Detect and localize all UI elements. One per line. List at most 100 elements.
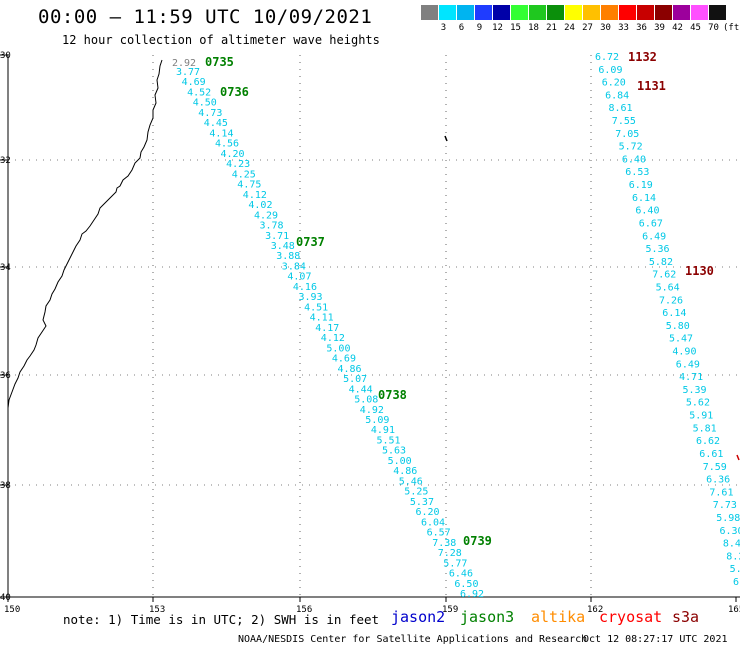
swh-value: 7.55: [612, 116, 636, 127]
swh-value: 4.52: [187, 88, 211, 99]
pass-time-label: 1131: [637, 79, 666, 93]
swh-value: 4.14: [209, 128, 233, 139]
swh-value: 3.84: [282, 262, 306, 273]
swh-value: 5.98: [716, 513, 740, 524]
swh-value: 6.92: [460, 589, 484, 600]
colorbar-swatch: [619, 5, 636, 20]
swh-value: 6.61: [699, 449, 723, 460]
swh-value: 6: [733, 577, 739, 588]
colorbar-swatch: [511, 5, 528, 20]
swh-value: 4.51: [304, 302, 328, 313]
lat-tick-label: 38: [0, 481, 11, 491]
swh-value: 5.63: [382, 446, 406, 457]
pass-time-label: 0736: [220, 85, 249, 99]
swh-value: 5.07: [343, 374, 367, 385]
pass-time-label: 0735: [205, 55, 234, 69]
colorbar-swatch: [709, 5, 726, 20]
swh-value: 4.20: [221, 149, 245, 160]
colorbar-label: 39: [654, 23, 665, 33]
swh-value: 6.04: [421, 517, 445, 528]
swh-value: 6.30: [720, 526, 740, 537]
legend-cryosat: cryosat: [599, 608, 663, 626]
swh-value: 5.00: [326, 343, 350, 354]
lat-tick-label: 40: [0, 593, 11, 603]
legend-jason2: jason2: [391, 608, 446, 626]
footer-credit: NOAA/NESDIS Center for Satellite Applica…: [238, 634, 588, 645]
colorbar-label: 9: [476, 23, 483, 33]
small-markers: [444, 135, 740, 461]
swh-value: 4.86: [338, 364, 362, 375]
swh-value: 4.25: [232, 169, 256, 180]
pass-time-labels: 0735 0736 0737 0738 0739 1132 1131 1130: [205, 50, 714, 548]
map-frame: [7, 55, 740, 598]
colorbar-label: (ft): [723, 23, 740, 33]
lon-tick-label: 150: [4, 605, 20, 615]
lat-tick-label: 36: [0, 371, 11, 381]
lat-lon-grid: [8, 55, 740, 597]
swh-value: 4.71: [679, 372, 703, 383]
swh-value: 4.44: [349, 384, 373, 395]
swh-value: 3.93: [299, 292, 323, 303]
lon-tick-label: 165: [728, 605, 740, 615]
swh-value: 4.12: [243, 190, 267, 201]
swh-value: 5.77: [443, 558, 467, 569]
colorbar-swatch: [439, 5, 456, 20]
swh-value: 6.46: [449, 569, 473, 580]
swh-value: 6.50: [454, 579, 478, 590]
colorbar-label: 15: [510, 23, 521, 33]
pass-time-label: 0738: [378, 388, 407, 402]
swh-value: 7.28: [438, 548, 462, 559]
swh-value: 6.49: [642, 231, 666, 242]
swh-value: 5.7: [730, 564, 740, 575]
swh-value: 3.48: [271, 241, 295, 252]
swh-value: 6.20: [602, 78, 626, 89]
swh-value: 5.81: [693, 423, 717, 434]
colorbar-label: 70: [708, 23, 719, 33]
swh-value: 4.90: [672, 347, 696, 358]
colorbar-label: 18: [528, 23, 539, 33]
colorbar-swatch: [691, 5, 708, 20]
swh-value: 4.12: [321, 333, 345, 344]
swh-value: 8.61: [609, 103, 633, 114]
swh-value: 4.11: [310, 313, 334, 324]
swh-value: 5.62: [686, 398, 710, 409]
swh-value: 6.84: [605, 90, 629, 101]
jason3-track-labels: 2.923.774.694.524.504.734.454.144.564.20…: [172, 58, 484, 600]
swh-value: 4.69: [182, 77, 206, 88]
colorbar-swatch: [565, 5, 582, 20]
lat-tick-label: 32: [0, 156, 11, 166]
footer-timestamp: Oct 12 08:27:17 UTC 2021: [583, 634, 728, 645]
swh-value: 5.08: [354, 395, 378, 406]
colorbar-label: 6: [458, 23, 465, 33]
lon-tick-label: 153: [149, 605, 165, 615]
colorbar-label: 36: [636, 23, 647, 33]
pass-time-label: 0737: [296, 235, 325, 249]
swh-value: 4.56: [215, 139, 239, 150]
colorbar-label: 42: [672, 23, 683, 33]
swh-value: 2.92: [172, 58, 196, 69]
swh-value: 6.62: [696, 436, 720, 447]
swh-value: 6.40: [622, 154, 646, 165]
colorbar-label: 3: [440, 23, 447, 33]
page-title: 00:00 – 11:59 UTC 10/09/2021: [38, 6, 373, 28]
swh-value: 3.78: [260, 221, 284, 232]
swh-value: 4.73: [198, 108, 222, 119]
swh-value: 3.77: [176, 67, 200, 78]
colorbar-label: 27: [582, 23, 593, 33]
swh-value: 5.51: [377, 436, 401, 447]
swh-value: 4.45: [204, 118, 228, 129]
colorbar-swatch: [601, 5, 618, 20]
swh-value: 8.2: [726, 551, 740, 562]
colorbar-swatch: [673, 5, 690, 20]
swh-value: 5.25: [404, 487, 428, 498]
pass-time-label: 1130: [685, 264, 714, 278]
swh-value: 5.72: [619, 142, 643, 153]
swh-value: 5.39: [683, 385, 707, 396]
colorbar-label: 12: [492, 23, 503, 33]
colorbar-swatch: [457, 5, 474, 20]
swh-value: 5.64: [656, 283, 680, 294]
swh-value: 4.75: [237, 180, 261, 191]
legend-jason3: jason3: [460, 608, 515, 626]
swh-value: 6.57: [427, 528, 451, 539]
